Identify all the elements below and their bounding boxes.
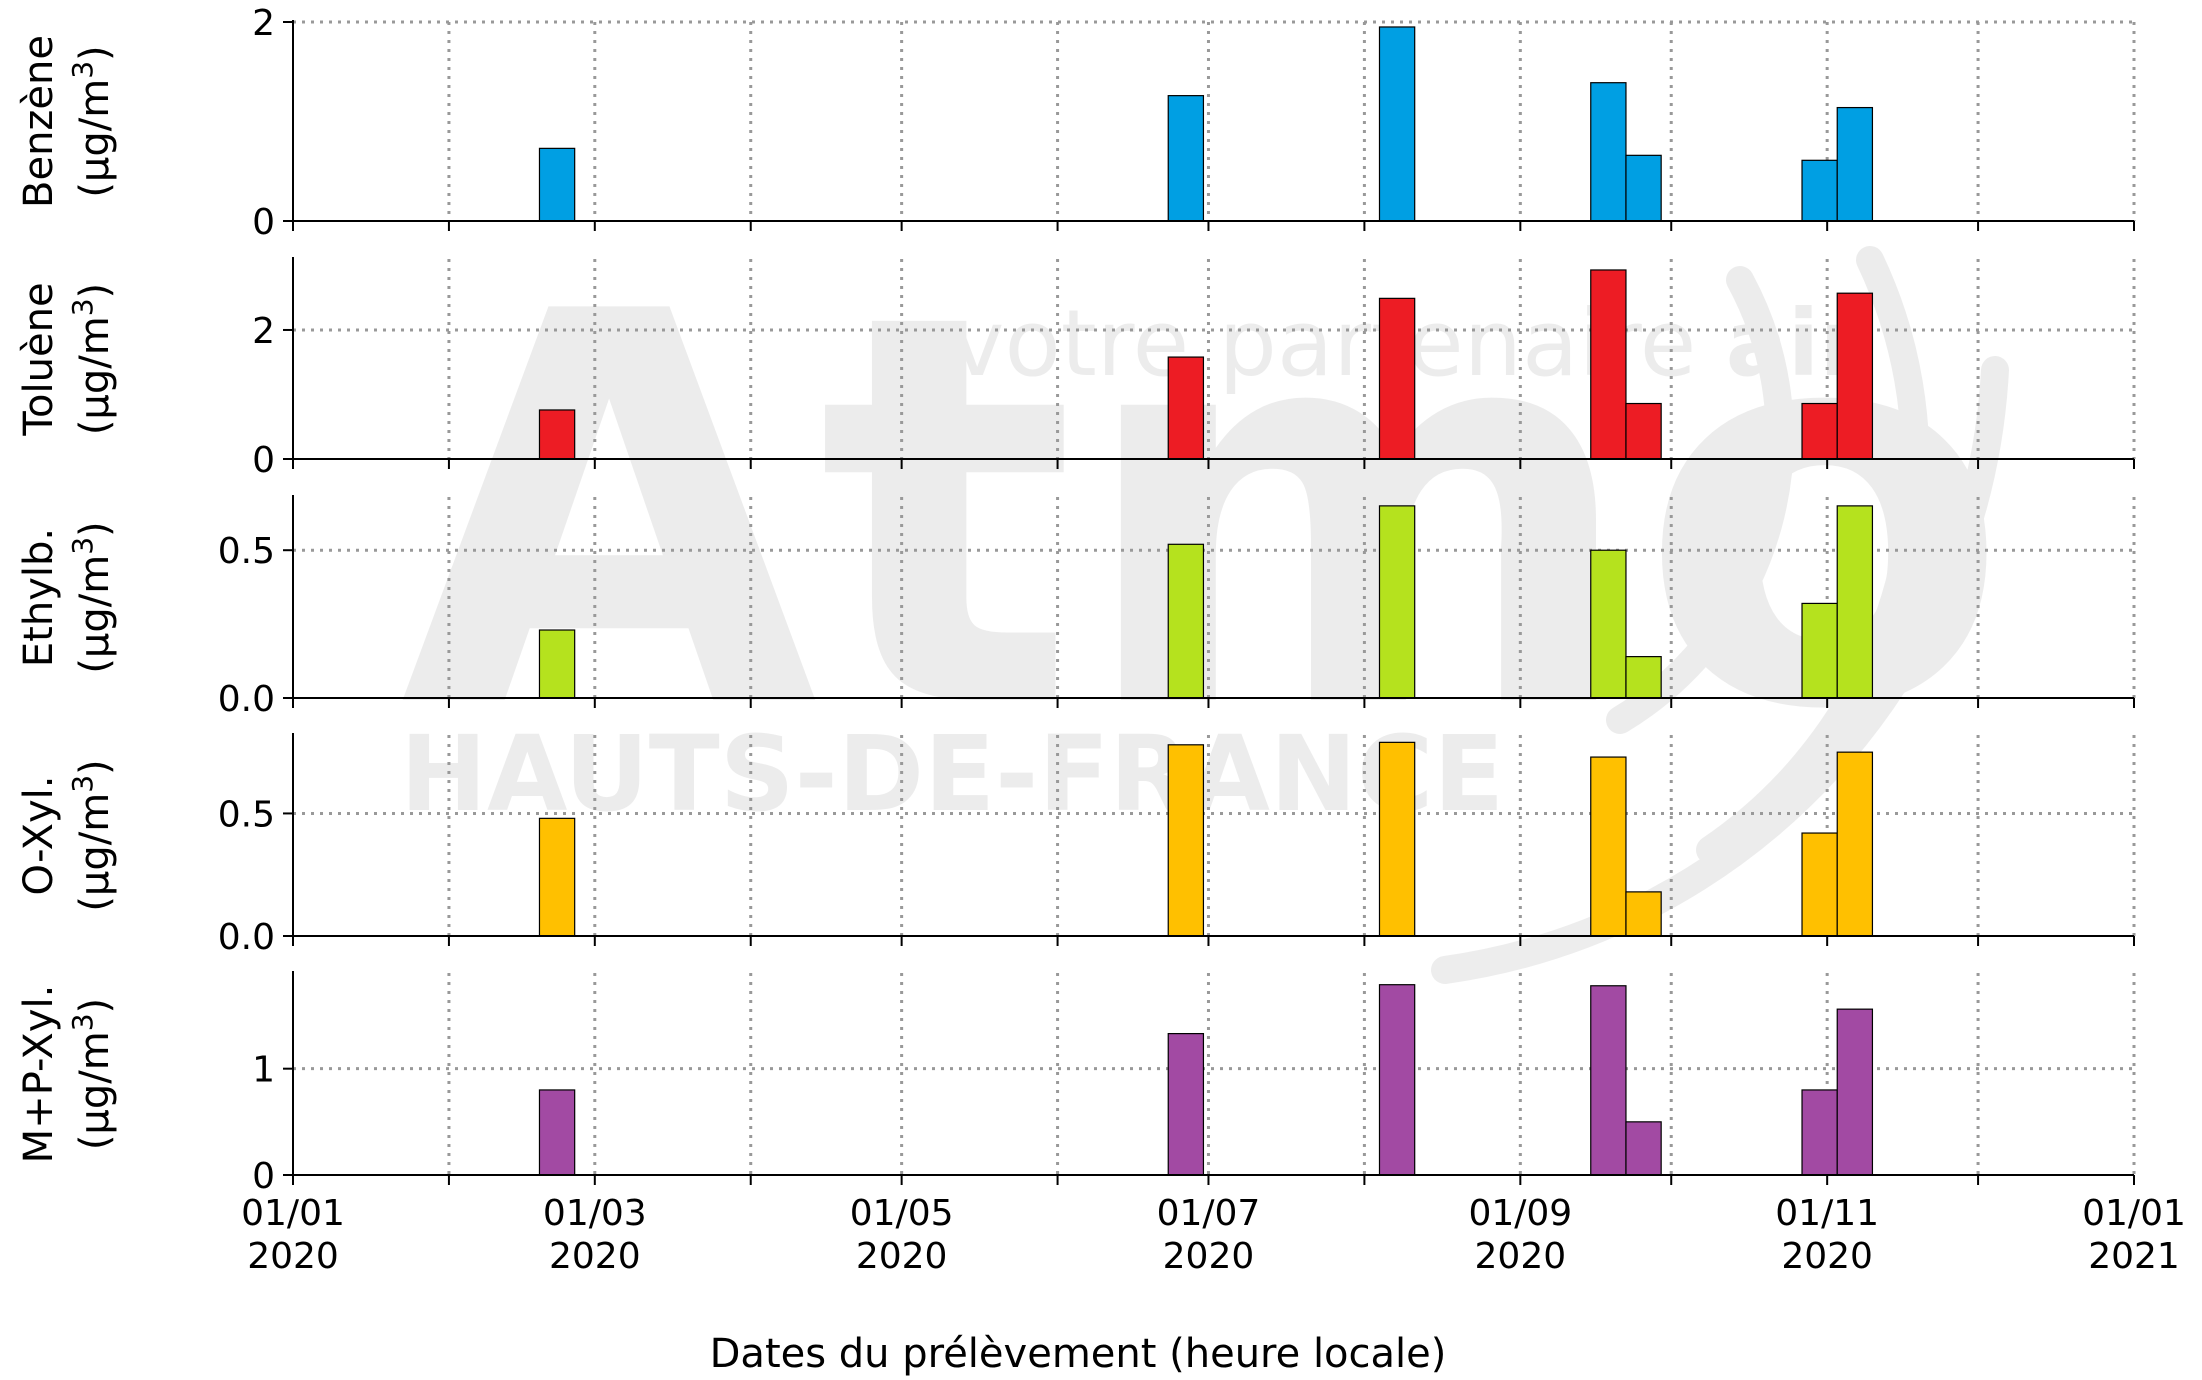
bar	[1378, 505, 1416, 699]
bar	[1378, 741, 1416, 937]
bar	[1378, 984, 1416, 1176]
bar	[1590, 269, 1627, 460]
bar	[1836, 751, 1874, 937]
y-axis-title: M+P-Xyl.	[16, 985, 62, 1164]
y-tick-label: 0.0	[218, 679, 275, 720]
x-tick-label: 01/01	[241, 1193, 345, 1234]
y-tick-label: 0	[252, 1156, 275, 1197]
watermark-arc-outer	[1431, 356, 2009, 984]
x-tick-label-year: 2020	[1781, 1236, 1873, 1277]
bar	[1378, 297, 1416, 460]
y-tick-label: 1	[252, 1050, 275, 1091]
x-tick-label: 01/05	[850, 1193, 954, 1234]
bar	[1590, 985, 1627, 1176]
bar	[1590, 756, 1627, 937]
y-axis-title: Toluène	[16, 282, 62, 436]
y-axis-unit: (µg/m3)	[66, 521, 118, 673]
y-axis-title: O-Xyl.	[16, 776, 62, 896]
bar	[1801, 832, 1838, 937]
atmo-watermark: Atmo HAUTS-DE-FRANCE votre partenaire ai…	[400, 200, 2010, 984]
y-axis-unit: (µg/m3)	[66, 998, 118, 1150]
bar	[1625, 891, 1662, 937]
x-tick-label-year: 2020	[1163, 1236, 1255, 1277]
y-tick-label: 0	[252, 440, 275, 481]
bar	[1625, 402, 1662, 460]
bar	[1590, 82, 1627, 222]
bar	[1836, 106, 1874, 222]
bar	[1801, 1089, 1838, 1176]
bar	[1167, 1032, 1205, 1176]
y-tick-label: 2	[252, 311, 275, 352]
y-tick-label: 0.0	[218, 917, 275, 958]
x-tick-label-year: 2020	[549, 1236, 641, 1277]
bar	[538, 629, 576, 699]
panel-2: 0.0 0.5 Ethylb. (µg/m3)	[16, 495, 2136, 720]
bar	[538, 147, 576, 222]
bar	[538, 409, 576, 460]
x-tick-label-year: 2020	[247, 1236, 339, 1277]
y-axis-unit: (µg/m3)	[66, 283, 118, 435]
watermark-arc-inner	[1606, 266, 1794, 734]
watermark-region: HAUTS-DE-FRANCE	[400, 713, 1504, 835]
panel-0: 0 2 Benzène (µg/m3)	[16, 3, 2136, 243]
watermark-arc-middle	[1696, 246, 1930, 864]
panel-4: 0 1 M+P-Xyl. (µg/m3)	[16, 971, 2136, 1197]
bar	[1167, 95, 1205, 222]
bar	[1625, 656, 1662, 699]
y-axis-unit: (µg/m3)	[66, 759, 118, 911]
x-tick-label-year: 2021	[2088, 1236, 2180, 1277]
bar	[538, 817, 576, 937]
bar	[1625, 154, 1662, 222]
bar	[1836, 292, 1874, 460]
watermark-brand: Atmo	[400, 200, 2010, 828]
y-axis-title: Ethylb.	[16, 528, 62, 667]
bar	[1836, 1008, 1874, 1176]
y-tick-label: 0.5	[218, 531, 275, 572]
y-tick-label: 0.5	[218, 794, 275, 835]
x-tick-label-year: 2020	[1475, 1236, 1567, 1277]
x-tick-label: 01/07	[1157, 1193, 1261, 1234]
y-tick-label: 2	[252, 3, 275, 44]
x-tick-label: 01/09	[1468, 1193, 1572, 1234]
panel-1: 0 2 Toluène (µg/m3)	[16, 257, 2136, 481]
bar	[538, 1089, 576, 1176]
y-axis-unit: (µg/m3)	[66, 45, 118, 197]
x-axis-title: Dates du prélèvement (heure locale)	[710, 1331, 1447, 1377]
bar	[1590, 549, 1627, 699]
y-axis-title: Benzène	[16, 35, 62, 208]
bar	[1378, 26, 1416, 222]
bar	[1801, 159, 1838, 222]
panel-3: 0.0 0.5 O-Xyl. (µg/m3)	[16, 733, 2136, 958]
x-tick-label: 01/03	[543, 1193, 647, 1234]
bar	[1167, 744, 1205, 937]
x-tick-label-year: 2020	[856, 1236, 948, 1277]
bar	[1836, 505, 1874, 699]
bar	[1625, 1121, 1662, 1176]
x-tick-label: 01/01	[2082, 1193, 2186, 1234]
bar	[1167, 356, 1205, 460]
x-tick-label: 01/11	[1775, 1193, 1879, 1234]
y-tick-label: 0	[252, 202, 275, 243]
bar	[1801, 602, 1838, 699]
bar	[1801, 402, 1838, 460]
bar	[1167, 543, 1205, 699]
